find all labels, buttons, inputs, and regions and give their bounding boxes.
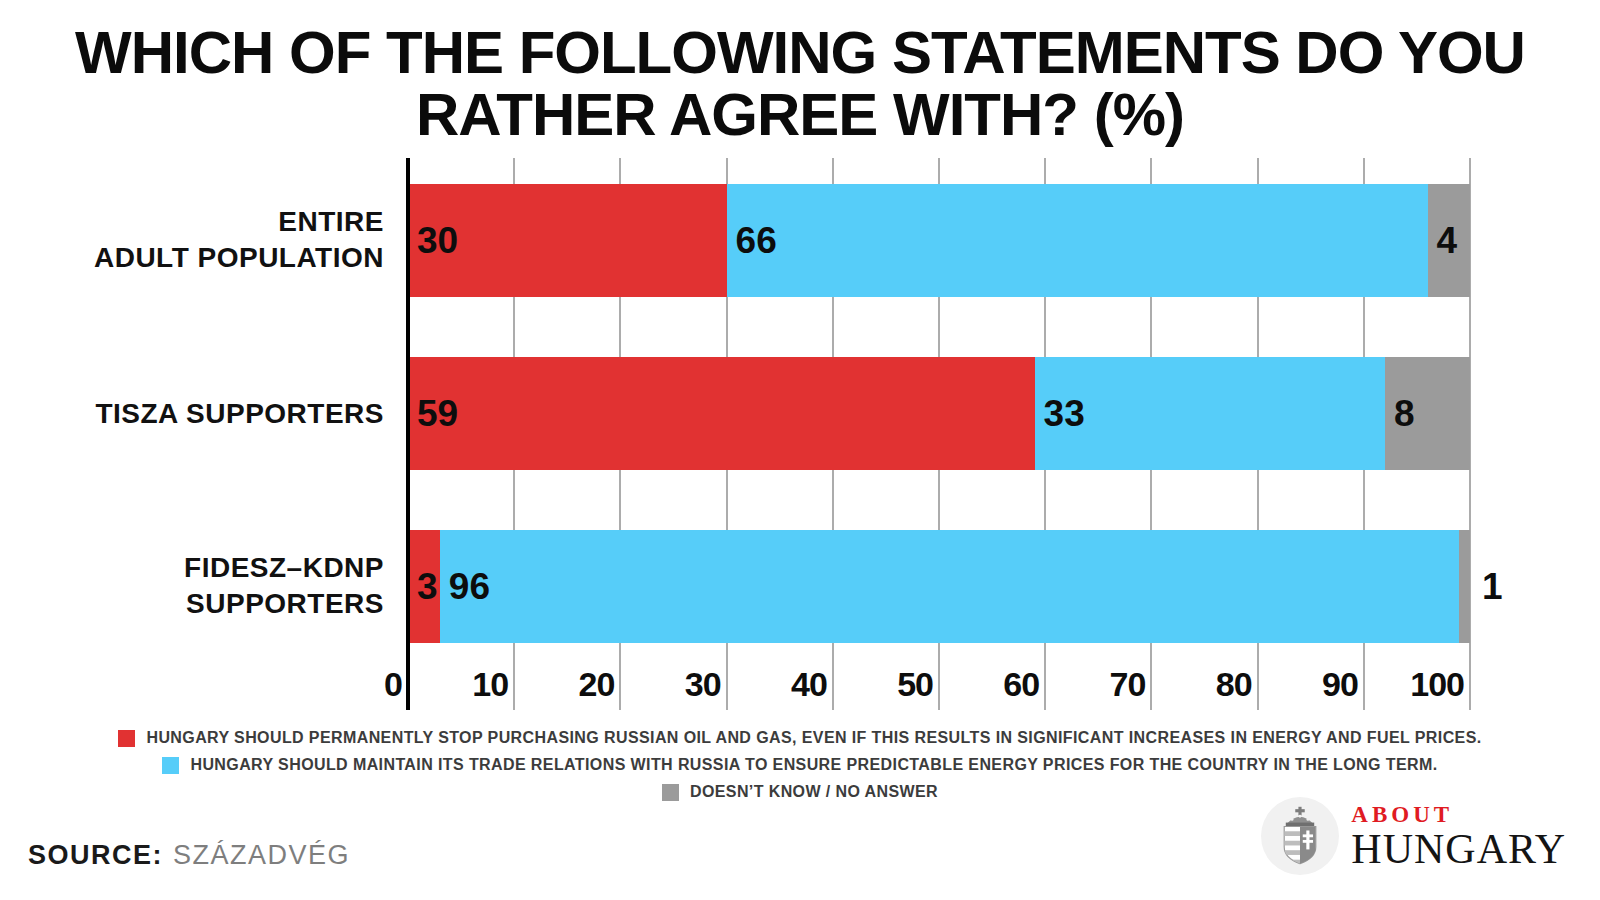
segment-value-label: 66	[736, 220, 777, 262]
segment-value-label: 8	[1394, 393, 1415, 435]
x-tick-label: 50	[897, 665, 933, 704]
bar-segment: 3	[408, 530, 440, 643]
coat-of-arms-svg	[1276, 806, 1324, 866]
legend-label: DOESN’T KNOW / NO ANSWER	[690, 783, 938, 801]
category-labels: ENTIREADULT POPULATION TISZA SUPPORTERS FI…	[0, 158, 396, 710]
chart-title: WHICH OF THE FOLLOWING STATEMENTS DO YOU…	[0, 22, 1600, 146]
chart-title-line-2: RATHER AGREE WITH? (%)	[0, 84, 1600, 146]
logo-text: ABOUT HUNGARY	[1351, 803, 1566, 870]
category-label: FIDESZ–KDNPSUPPORTERS	[184, 550, 384, 624]
x-tick-label: 60	[1003, 665, 1039, 704]
segment-value-label: 1	[1482, 566, 1503, 608]
bar-row: 59 33 8	[408, 357, 1470, 470]
bar-segment: 30	[408, 184, 727, 297]
bar-segment: 33	[1035, 357, 1385, 470]
segment-value-label: 59	[417, 393, 458, 435]
logo-about-text: ABOUT	[1351, 803, 1566, 826]
legend-item: DOESN’T KNOW / NO ANSWER	[662, 783, 938, 801]
x-tick-label: 90	[1322, 665, 1358, 704]
legend-label: HUNGARY SHOULD PERMANENTLY STOP PURCHASI…	[146, 729, 1481, 747]
bar-segment: 4	[1428, 184, 1470, 297]
source-line: SOURCE: SZÁZADVÉG	[28, 840, 350, 871]
legend-label: HUNGARY SHOULD MAINTAIN ITS TRADE RELATI…	[190, 756, 1437, 774]
x-tick-label: 20	[579, 665, 615, 704]
about-hungary-logo: ABOUT HUNGARY	[1261, 797, 1566, 875]
bar-segment: 96	[440, 530, 1460, 643]
x-tick-label: 0	[384, 665, 402, 704]
y-axis-line	[406, 158, 410, 710]
legend-item: HUNGARY SHOULD MAINTAIN ITS TRADE RELATI…	[162, 756, 1437, 774]
chart-title-line-1: WHICH OF THE FOLLOWING STATEMENTS DO YOU	[0, 22, 1600, 84]
segment-value-label: 4	[1437, 220, 1458, 262]
source-label: SOURCE:	[28, 840, 163, 870]
legend-swatch-icon	[118, 730, 135, 747]
source-name: SZÁZADVÉG	[173, 840, 350, 870]
legend-swatch-icon	[162, 757, 179, 774]
x-tick-label: 40	[791, 665, 827, 704]
category-label: TISZA SUPPORTERS	[95, 395, 384, 432]
segment-value-label: 96	[449, 566, 490, 608]
segment-value-label: 33	[1044, 393, 1085, 435]
x-tick-label: 10	[472, 665, 508, 704]
bar-row: 3 96 1	[408, 530, 1470, 643]
x-tick-label: 70	[1110, 665, 1146, 704]
bar-segment: 8	[1385, 357, 1470, 470]
x-tick-label: 30	[685, 665, 721, 704]
bar-segment: 66	[727, 184, 1428, 297]
bar-segment: 1	[1459, 530, 1470, 643]
bar-segment: 59	[408, 357, 1035, 470]
segment-value-label: 30	[417, 220, 458, 262]
x-tick-label: 100	[1410, 665, 1464, 704]
logo-hungary-text: HUNGARY	[1351, 828, 1566, 870]
legend-item: HUNGARY SHOULD PERMANENTLY STOP PURCHASI…	[118, 729, 1481, 747]
coat-of-arms-icon	[1261, 797, 1339, 875]
x-tick-label: 80	[1216, 665, 1252, 704]
segment-value-label: 3	[417, 566, 438, 608]
legend: HUNGARY SHOULD PERMANENTLY STOP PURCHASI…	[0, 729, 1600, 801]
legend-swatch-icon	[662, 784, 679, 801]
category-label: ENTIREADULT POPULATION	[94, 204, 384, 278]
bar-row: 30 66 4	[408, 184, 1470, 297]
plot-area: 010203040506070809010030664593383961	[408, 158, 1470, 710]
